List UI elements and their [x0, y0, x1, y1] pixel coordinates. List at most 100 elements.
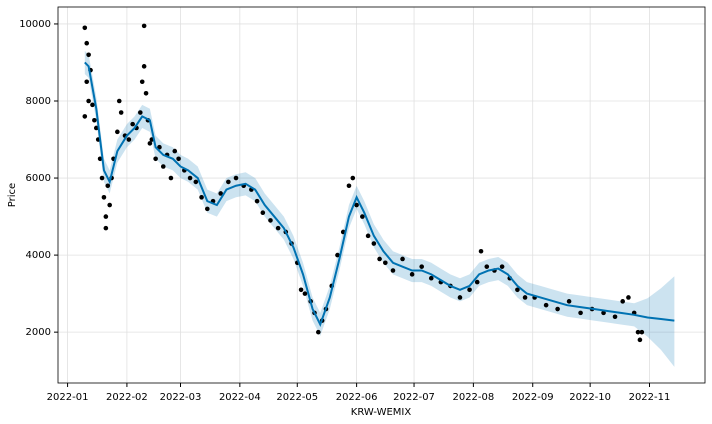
- observation: [383, 260, 388, 266]
- observation: [298, 287, 304, 293]
- observation: [400, 256, 405, 262]
- observation: [543, 302, 549, 308]
- observation: [86, 98, 91, 104]
- observation: [105, 183, 111, 189]
- y-axis-label: Price: [7, 183, 18, 207]
- observation: [365, 233, 371, 239]
- observation: [82, 114, 88, 119]
- observation: [626, 295, 631, 300]
- observation: [377, 256, 382, 262]
- observation: [168, 175, 174, 181]
- x-tick-label: 2022-01: [47, 392, 89, 403]
- observation: [335, 252, 340, 258]
- observation: [157, 144, 162, 150]
- observation: [302, 291, 308, 296]
- x-tick-label: 2022-03: [160, 392, 202, 403]
- observation: [218, 191, 224, 196]
- observation: [522, 295, 528, 300]
- observation: [499, 264, 505, 269]
- observation: [90, 102, 95, 108]
- observation: [350, 175, 356, 181]
- observation: [620, 299, 625, 304]
- observation: [360, 214, 365, 219]
- x-tick-label: 2022-06: [336, 392, 378, 403]
- observation: [103, 214, 109, 219]
- observation: [130, 121, 135, 127]
- x-tick-label: 2022-02: [106, 392, 148, 403]
- observation: [199, 195, 204, 200]
- observation: [612, 314, 618, 320]
- observation: [115, 129, 120, 135]
- observation: [354, 202, 359, 208]
- observation: [143, 90, 149, 96]
- observation: [92, 117, 97, 123]
- y-tick-label: 4000: [26, 250, 51, 261]
- observation: [409, 272, 415, 277]
- x-tick-label: 2022-08: [452, 392, 494, 403]
- observation: [474, 279, 480, 285]
- x-axis-label: KRW-WEMIX: [351, 407, 412, 418]
- y-tick-label: 8000: [26, 96, 51, 107]
- observation: [578, 310, 583, 316]
- observation: [639, 329, 645, 335]
- y-tick-label: 2000: [26, 327, 51, 338]
- x-tick-label: 2022-05: [276, 392, 318, 403]
- observation: [555, 306, 560, 312]
- observation: [101, 195, 107, 200]
- observation: [371, 241, 377, 246]
- observation: [601, 310, 606, 316]
- observation: [428, 275, 434, 281]
- observation: [141, 64, 147, 69]
- observation: [139, 79, 145, 85]
- observation: [193, 179, 199, 185]
- observation: [484, 264, 490, 269]
- observation: [390, 268, 396, 273]
- x-tick-label: 2022-11: [629, 392, 671, 403]
- observation: [268, 218, 273, 223]
- observation: [637, 337, 643, 343]
- uncertainty-band: [84, 50, 675, 367]
- observation: [205, 206, 210, 212]
- observation: [467, 287, 472, 293]
- x-tick-label: 2022-09: [512, 392, 554, 403]
- observation: [93, 125, 99, 131]
- observation: [153, 156, 158, 162]
- observation: [86, 52, 91, 58]
- observation: [566, 299, 572, 304]
- observation: [316, 329, 321, 335]
- x-tick-label: 2022-04: [219, 392, 261, 403]
- observation: [118, 110, 124, 115]
- observation: [126, 137, 132, 142]
- observation: [116, 98, 122, 104]
- forecast-line: [84, 61, 675, 327]
- observation: [147, 141, 153, 146]
- plot-frame: [57, 6, 706, 384]
- observation: [187, 175, 193, 181]
- observation: [419, 264, 424, 269]
- observation: [515, 287, 520, 293]
- observation: [457, 295, 463, 300]
- observation: [82, 25, 88, 31]
- observation: [99, 175, 105, 181]
- observation: [141, 23, 147, 29]
- x-tick-label: 2022-07: [393, 392, 435, 403]
- observation: [97, 156, 103, 162]
- plot-area: [58, 7, 705, 383]
- observation: [254, 198, 260, 204]
- observation: [260, 210, 266, 216]
- observation: [107, 202, 112, 208]
- observation: [226, 179, 231, 185]
- observation: [84, 79, 90, 85]
- observation: [176, 156, 181, 162]
- observation: [160, 164, 166, 169]
- observation: [103, 225, 109, 231]
- observation: [138, 110, 143, 115]
- observation: [84, 40, 90, 46]
- observation: [233, 175, 239, 181]
- y-tick-label: 10000: [19, 19, 51, 30]
- observation: [635, 329, 641, 335]
- x-tick-label: 2022-10: [569, 392, 611, 403]
- y-tick-label: 6000: [26, 173, 51, 184]
